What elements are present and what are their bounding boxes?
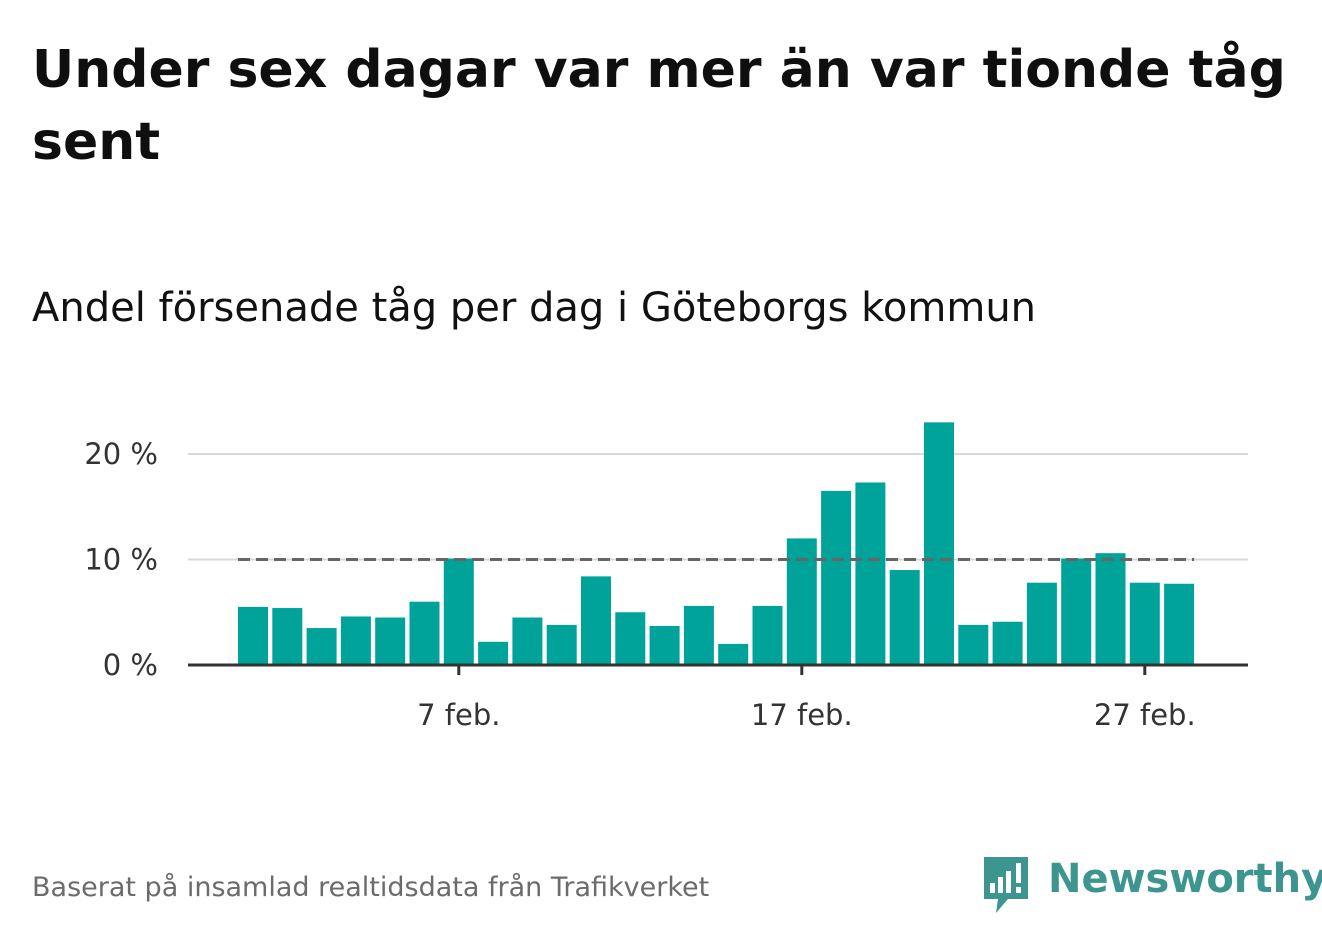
bar — [546, 624, 577, 665]
bar — [649, 625, 680, 665]
bar — [1026, 582, 1057, 665]
y-tick-label: 10 % — [84, 543, 158, 577]
bar — [958, 624, 989, 665]
bar — [1164, 583, 1195, 665]
gridlines — [188, 453, 1248, 561]
source-note: Baserat på insamlad realtidsdata från Tr… — [32, 872, 710, 903]
bar — [1095, 553, 1126, 665]
bar — [512, 617, 543, 665]
bar — [443, 558, 474, 665]
y-tick-label: 0 % — [103, 648, 158, 682]
x-tick-label: 17 feb. — [751, 698, 853, 732]
bar — [581, 576, 611, 665]
bar — [855, 482, 886, 665]
bar — [1129, 582, 1160, 665]
bar — [306, 628, 337, 665]
bar — [889, 570, 920, 665]
bar — [924, 422, 954, 665]
bar — [375, 617, 406, 665]
bar — [752, 605, 783, 665]
bar — [718, 643, 749, 665]
bars — [238, 422, 1195, 665]
newsworthy-chart-bubble-icon — [982, 855, 1030, 913]
bar — [1061, 558, 1092, 665]
x-tick-label: 7 feb. — [417, 698, 500, 732]
bar — [615, 612, 646, 665]
y-axis-labels: 0 % 10 % 20 % — [84, 437, 158, 682]
bar — [786, 538, 817, 665]
bar — [272, 608, 303, 665]
chart-subtitle: Andel försenade tåg per dag i Göteborgs … — [32, 285, 1037, 331]
y-tick-label: 20 % — [84, 437, 158, 471]
bar — [478, 641, 509, 665]
bar — [683, 605, 714, 665]
newsworthy-logo: Newsworthy — [982, 848, 1322, 913]
brand-name: Newsworthy — [1048, 856, 1322, 902]
chart-title: Under sex dagar var mer än var tionde tå… — [32, 40, 1286, 172]
x-tick-label: 27 feb. — [1094, 698, 1196, 732]
x-axis: 7 feb. 17 feb. 27 feb. — [188, 663, 1248, 732]
bar — [238, 606, 268, 665]
bar — [821, 490, 852, 665]
bar — [409, 601, 440, 665]
bar — [992, 621, 1023, 665]
bar — [340, 616, 371, 665]
bar-chart: 7 feb. 17 feb. 27 feb. 0 % 10 % 20 % — [84, 422, 1248, 732]
